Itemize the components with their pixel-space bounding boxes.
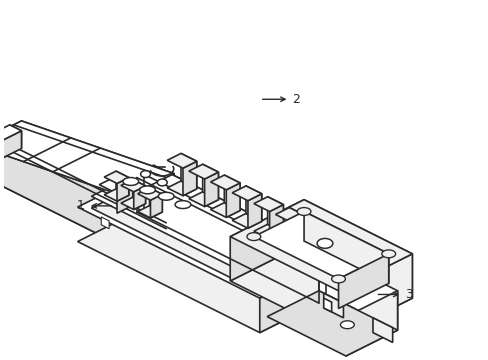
Polygon shape [121,197,145,210]
Ellipse shape [331,275,345,283]
Polygon shape [253,197,283,212]
Polygon shape [150,194,162,218]
Polygon shape [116,171,128,195]
Polygon shape [247,194,261,228]
Polygon shape [309,246,317,257]
Polygon shape [266,291,397,356]
Polygon shape [230,200,304,281]
Polygon shape [167,181,196,196]
Polygon shape [232,186,261,201]
Polygon shape [133,186,145,210]
Polygon shape [21,121,174,225]
Polygon shape [167,153,196,168]
Polygon shape [275,208,305,222]
Ellipse shape [316,238,332,248]
Polygon shape [204,172,218,207]
Polygon shape [183,161,196,196]
Polygon shape [153,165,315,258]
Polygon shape [202,164,218,200]
Polygon shape [104,189,128,201]
Polygon shape [119,175,137,203]
Ellipse shape [297,208,310,215]
Ellipse shape [157,179,167,186]
Polygon shape [10,125,21,148]
Polygon shape [253,212,388,279]
Ellipse shape [381,250,395,258]
Polygon shape [117,184,137,213]
Polygon shape [117,177,128,201]
Ellipse shape [340,321,353,329]
Polygon shape [0,148,174,248]
Polygon shape [78,204,333,333]
Polygon shape [269,204,283,239]
Polygon shape [230,200,411,291]
Ellipse shape [175,201,190,208]
Polygon shape [304,200,411,298]
Polygon shape [323,298,331,312]
Polygon shape [318,251,397,330]
Text: 2: 2 [262,93,300,106]
Polygon shape [0,121,21,172]
Polygon shape [132,180,145,204]
Polygon shape [210,203,240,217]
Polygon shape [151,170,333,296]
Polygon shape [323,293,343,318]
Polygon shape [226,183,240,217]
Text: 1: 1 [77,199,112,212]
Polygon shape [253,247,315,289]
Polygon shape [181,153,196,189]
Polygon shape [338,254,411,335]
Polygon shape [232,213,261,228]
Polygon shape [0,145,126,248]
Ellipse shape [158,192,174,200]
Polygon shape [188,192,218,207]
Polygon shape [91,177,315,289]
Polygon shape [338,254,388,309]
Polygon shape [138,188,162,200]
Polygon shape [104,171,128,184]
Polygon shape [138,206,162,218]
Polygon shape [259,261,333,333]
Polygon shape [0,121,174,197]
Polygon shape [267,197,283,232]
Polygon shape [149,188,162,212]
Polygon shape [0,125,21,141]
Polygon shape [224,175,240,211]
Polygon shape [188,164,218,179]
Polygon shape [91,165,315,278]
Polygon shape [126,174,174,248]
Polygon shape [304,212,388,283]
Polygon shape [101,217,109,229]
Polygon shape [99,175,137,194]
Polygon shape [245,186,261,221]
Polygon shape [210,175,240,190]
Polygon shape [78,170,333,298]
Ellipse shape [141,171,150,177]
Ellipse shape [122,177,139,185]
Polygon shape [289,208,305,243]
Polygon shape [291,215,305,250]
Text: 3: 3 [377,288,412,301]
Polygon shape [345,291,397,356]
Polygon shape [275,235,305,250]
Ellipse shape [246,233,260,240]
Polygon shape [121,180,145,192]
Ellipse shape [140,186,155,194]
Polygon shape [253,224,283,239]
Polygon shape [0,131,21,159]
Polygon shape [372,318,392,342]
Polygon shape [230,244,411,335]
